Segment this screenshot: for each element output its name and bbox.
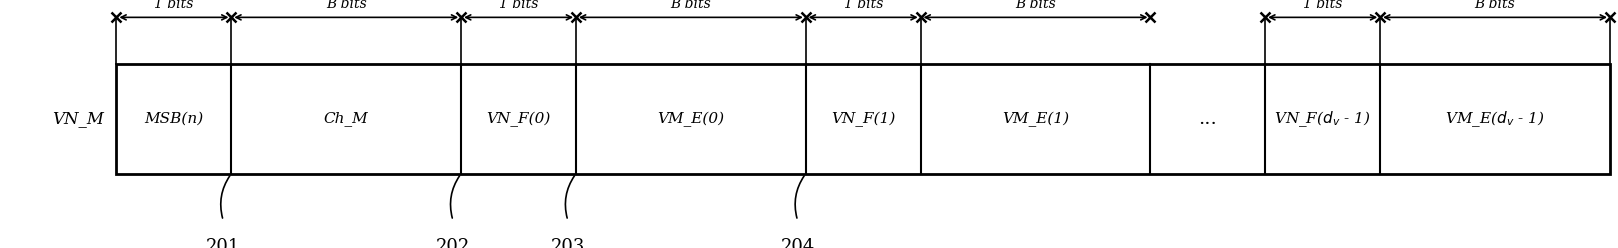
- Text: 1 bits: 1 bits: [1302, 0, 1343, 11]
- Text: 204: 204: [780, 238, 815, 248]
- Text: VN_M: VN_M: [52, 111, 104, 127]
- Text: 1 bits: 1 bits: [154, 0, 194, 11]
- Text: 203: 203: [550, 238, 586, 248]
- Text: B bits: B bits: [670, 0, 712, 11]
- Text: 202: 202: [435, 238, 471, 248]
- Text: B bits: B bits: [325, 0, 367, 11]
- Text: ...: ...: [1199, 110, 1217, 128]
- Text: MSB(n): MSB(n): [144, 112, 204, 126]
- Text: VM_E($d_v$ - 1): VM_E($d_v$ - 1): [1445, 109, 1545, 129]
- Text: 1 bits: 1 bits: [843, 0, 883, 11]
- Text: 201: 201: [205, 238, 241, 248]
- Text: VN_F(1): VN_F(1): [832, 111, 895, 127]
- Text: VN_F(0): VN_F(0): [487, 111, 550, 127]
- Text: VM_E(1): VM_E(1): [1002, 111, 1069, 127]
- Text: VN_F($d_v$ - 1): VN_F($d_v$ - 1): [1275, 109, 1370, 129]
- Text: 1 bits: 1 bits: [498, 0, 539, 11]
- Text: B bits: B bits: [1014, 0, 1057, 11]
- Text: Ch_M: Ch_M: [324, 112, 369, 126]
- Text: B bits: B bits: [1474, 0, 1516, 11]
- Text: VM_E(0): VM_E(0): [657, 111, 725, 127]
- Bar: [116, 64, 1610, 174]
